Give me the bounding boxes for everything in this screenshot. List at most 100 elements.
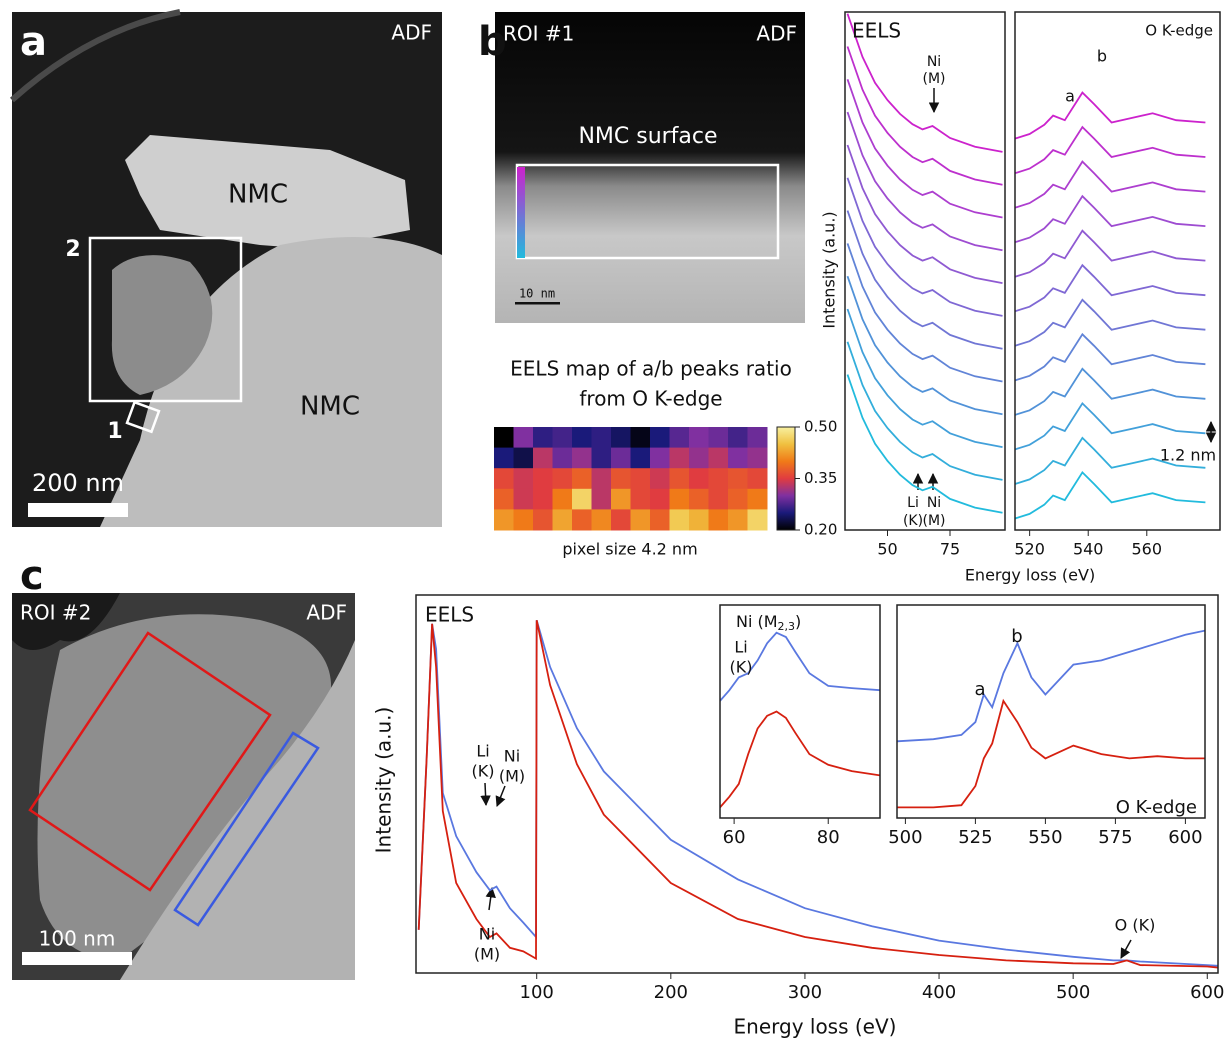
annotation: (M): [474, 945, 500, 964]
x-tick-label: 575: [1098, 827, 1132, 848]
annotation: Li: [476, 742, 489, 761]
roi-label: ROI #2: [20, 601, 91, 625]
heatmap-cell: [689, 488, 709, 510]
x-tick-label: 550: [1028, 827, 1062, 848]
x-tick-label: 300: [788, 982, 822, 1003]
annotation: Ni: [927, 54, 941, 70]
annotation: Ni: [479, 925, 495, 944]
spectrum-line: [1015, 91, 1206, 140]
heatmap-cell: [630, 468, 651, 490]
colorbar-tick-label: 0.50: [804, 418, 837, 436]
spectrum-line: [846, 177, 1003, 317]
heatmap-cell: [650, 468, 670, 490]
x-tick-label: 500: [1056, 982, 1090, 1003]
plot-frame: [1014, 11, 1221, 531]
spectrum-line: [1015, 401, 1206, 451]
annotation: (M): [922, 513, 945, 529]
heatmap-title: EELS map of a/b peaks ratio: [510, 357, 792, 381]
x-tick-label: 200: [654, 982, 688, 1003]
heatmap-cell: [591, 488, 612, 510]
heatmap-cell: [572, 427, 592, 449]
annotation: Li: [907, 495, 919, 511]
spectrum-line: [1015, 263, 1206, 313]
heatmap-cell: [591, 427, 612, 449]
panel-label: b: [478, 19, 507, 65]
peak-label: Ni (M2,3): [736, 612, 801, 634]
heatmap-cell: [552, 468, 573, 490]
heatmap-cell: [494, 488, 514, 510]
heatmap-cell: [552, 427, 573, 449]
heatmap-caption: pixel size 4.2 nm: [562, 540, 697, 559]
spectrum-line: [846, 46, 1003, 186]
heatmap-cell: [630, 488, 651, 510]
heatmap-cell: [533, 427, 553, 449]
x-tick-label: 100: [520, 982, 554, 1003]
x-tick-label: 525: [958, 827, 992, 848]
panel-label: a: [20, 19, 47, 65]
heatmap-cell: [689, 427, 709, 449]
annotation: a: [1065, 87, 1075, 106]
heatmap-cell: [533, 509, 553, 531]
spectrum-line: [1015, 125, 1206, 175]
heatmap-cell: [611, 509, 631, 531]
heatmap-cell: [708, 447, 729, 469]
spectrum-line: [1015, 194, 1206, 244]
heatmap-cell: [630, 509, 651, 531]
heatmap-cell: [689, 509, 709, 531]
heatmap-cell: [650, 427, 670, 449]
heatmap-cell: [611, 468, 631, 490]
x-axis-label: Energy loss (eV): [965, 566, 1095, 585]
heatmap-cell: [708, 509, 729, 531]
panel-a-image: [9, 9, 442, 527]
x-axis-label: Energy loss (eV): [734, 1015, 897, 1039]
y-axis-label: Intensity (a.u.): [372, 707, 396, 854]
heatmap-cell: [494, 468, 514, 490]
spectrum-line: [846, 79, 1003, 219]
heatmap-cell: [669, 447, 690, 469]
annotation: (K): [730, 658, 753, 677]
annotation: 1.2 nm: [1160, 446, 1216, 465]
spectrum-line: [846, 308, 1003, 448]
y-axis-label: Intensity (a.u.): [820, 211, 839, 328]
spectrum-line: [846, 144, 1003, 284]
heatmap-cell: [708, 427, 729, 449]
heatmap-cell: [572, 468, 592, 490]
heatmap-title: from O K-edge: [579, 387, 722, 411]
heatmap-cell: [747, 509, 768, 531]
heatmap-cell: [728, 509, 748, 531]
spectrum-line: [846, 111, 1003, 252]
x-tick-label: 600: [1168, 827, 1202, 848]
annotation: (M): [922, 71, 945, 87]
heatmap-cell: [572, 488, 592, 510]
spectrum-line: [846, 13, 1003, 153]
heatmap-cell: [611, 447, 631, 469]
plot-frame: [896, 604, 1206, 819]
heatmap-cell: [728, 468, 748, 490]
annotation: (M): [499, 767, 525, 786]
spectrum-line: [1015, 470, 1206, 520]
heatmap-cell: [572, 447, 592, 469]
x-tick-label: 540: [1073, 540, 1104, 559]
heatmap-cell: [611, 488, 631, 510]
chart-title: EELS: [425, 603, 474, 627]
scale-bar-label: 100 nm: [39, 927, 116, 951]
heatmap-cell: [611, 427, 631, 449]
heatmap-cell: [591, 447, 612, 469]
annotation: Ni: [504, 747, 520, 766]
region-label: NMC: [228, 180, 288, 210]
peak-label-part: 2,3: [778, 620, 796, 633]
colorbar-tick-label: 0.20: [804, 521, 837, 539]
heatmap-cell: [591, 509, 612, 531]
spectrum-line: [846, 374, 1003, 514]
panel-b-image: [495, 12, 805, 323]
chart-title: O K-edge: [1116, 797, 1197, 818]
annotation: b: [1011, 626, 1022, 647]
heatmap-cell: [650, 509, 670, 531]
box-label: 2: [65, 237, 80, 262]
heatmap-cell: [630, 427, 651, 449]
scale-bar-label: 10 nm: [519, 287, 555, 301]
annotation: Li: [734, 638, 747, 657]
heatmap-cell: [689, 447, 709, 469]
heatmap-cell: [494, 427, 514, 449]
x-tick-label: 400: [922, 982, 956, 1003]
